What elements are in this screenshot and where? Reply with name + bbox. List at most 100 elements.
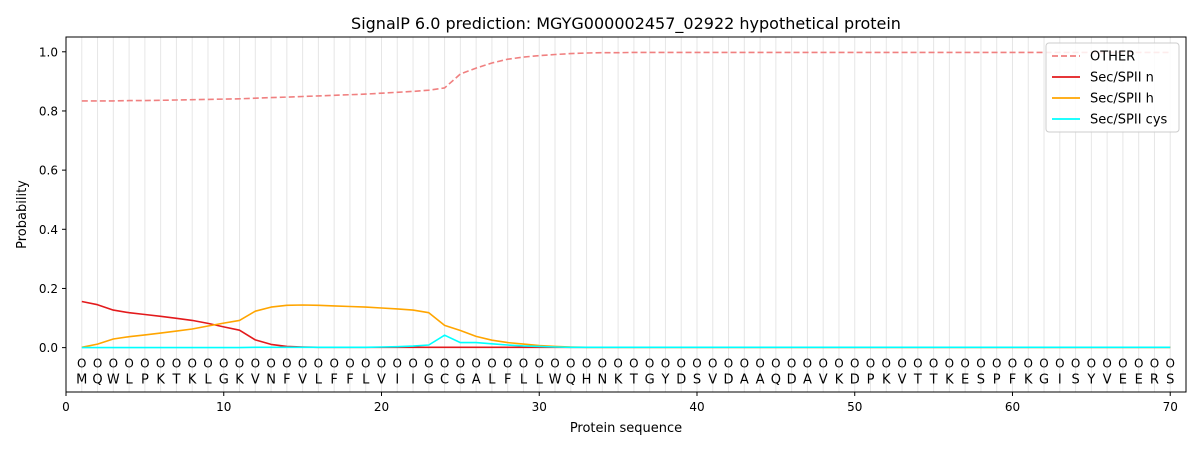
region-label: O [550,356,559,370]
residue-label: G [219,373,229,388]
region-label: O [1008,356,1017,370]
region-label: O [393,356,402,370]
residue-label: D [787,373,797,388]
region-label: O [219,356,228,370]
residue-label: S [977,373,985,388]
residue-label: D [850,373,860,388]
legend-label: Sec/SPII n [1090,71,1154,86]
region-label: O [945,356,954,370]
residue-label: E [1119,373,1127,388]
residue-label: V [898,373,907,388]
region-label: O [487,356,496,370]
region-label: O [976,356,985,370]
region-label: O [913,356,922,370]
residue-label: G [645,373,655,388]
x-tick-label: 20 [374,400,389,414]
residue-label: Q [566,373,576,388]
region-label: O [598,356,607,370]
y-axis-label: Probability [15,180,30,249]
residue-gridlines [81,37,1171,392]
region-label: O [834,356,843,370]
residue-label: A [803,373,812,388]
residue-label: K [1024,373,1033,388]
region-label: O [456,356,465,370]
region-label: O [566,356,575,370]
region-label: O [803,356,812,370]
region-label: O [960,356,969,370]
region-label: O [866,356,875,370]
region-label: O [897,356,906,370]
residue-label: S [693,373,701,388]
residue-label: L [125,373,133,388]
y-tick-label: 0.6 [39,164,58,178]
region-label: O [676,356,685,370]
legend: OTHER Sec/SPII n Sec/SPII h Sec/SPII cys [1045,42,1180,133]
region-label: O [629,356,638,370]
region-label: O [109,356,118,370]
region-label: O [850,356,859,370]
residue-label: T [629,373,638,388]
residue-label: L [362,373,370,388]
region-label: O [187,356,196,370]
x-axis-label: Protein sequence [570,421,682,436]
residue-label: H [582,373,592,388]
region-label: O [235,356,244,370]
residue-label: R [1150,373,1159,388]
region-label: O [1165,356,1174,370]
residue-label: Q [771,373,781,388]
y-tick-label: 0.2 [39,282,58,296]
region-label: O [787,356,796,370]
residue-label: F [330,373,337,388]
plot-frame [65,36,1187,393]
region-label: O [329,356,338,370]
residue-label: Y [660,373,669,388]
residue-label: V [708,373,717,388]
residue-label: V [377,373,386,388]
region-label: O [345,356,354,370]
residue-label: W [107,373,120,388]
residue-label: V [251,373,260,388]
region-label: O [93,356,102,370]
residue-label: G [424,373,434,388]
region-label: O [503,356,512,370]
legend-box [1045,42,1180,133]
region-label: O [424,356,433,370]
region-label: O [535,356,544,370]
series-line-0 [81,51,1171,102]
residue-label: P [141,373,149,388]
residue-label: K [945,373,954,388]
residue-label: V [298,373,307,388]
region-label: O [251,356,260,370]
y-tick-label: 0.8 [39,104,58,118]
region-label: O [645,356,654,370]
region-label: O [77,356,86,370]
residue-label: F [1009,373,1016,388]
residue-label: N [266,373,276,388]
region-label: O [771,356,780,370]
region-label: O [708,356,717,370]
residue-label: F [504,373,511,388]
residue-label: F [283,373,290,388]
residue-label: T [929,373,938,388]
region-label: O [314,356,323,370]
residue-label: L [315,373,323,388]
residue-label: L [204,373,212,388]
x-tick-label: 70 [1163,400,1178,414]
series-line-1 [81,300,1171,349]
legend-label: Sec/SPII h [1090,92,1154,107]
region-label: O [882,356,891,370]
x-tick-label: 60 [1005,400,1020,414]
residue-label: L [536,373,544,388]
region-label: O [1039,356,1048,370]
residue-labels: OMOQOWOLOPOKOTOKOLOGOKOVONOFOVOLOFOFOLOV… [76,356,1175,387]
residue-label: V [1103,373,1112,388]
chart-title: SignalP 6.0 prediction: MGYG000002457_02… [351,14,901,34]
residue-label: K [882,373,891,388]
region-label: O [471,356,480,370]
region-label: O [1134,356,1143,370]
legend-label: Sec/SPII cys [1090,113,1168,128]
region-label: O [818,356,827,370]
legend-label: OTHER [1090,50,1135,65]
residue-label: A [472,373,481,388]
